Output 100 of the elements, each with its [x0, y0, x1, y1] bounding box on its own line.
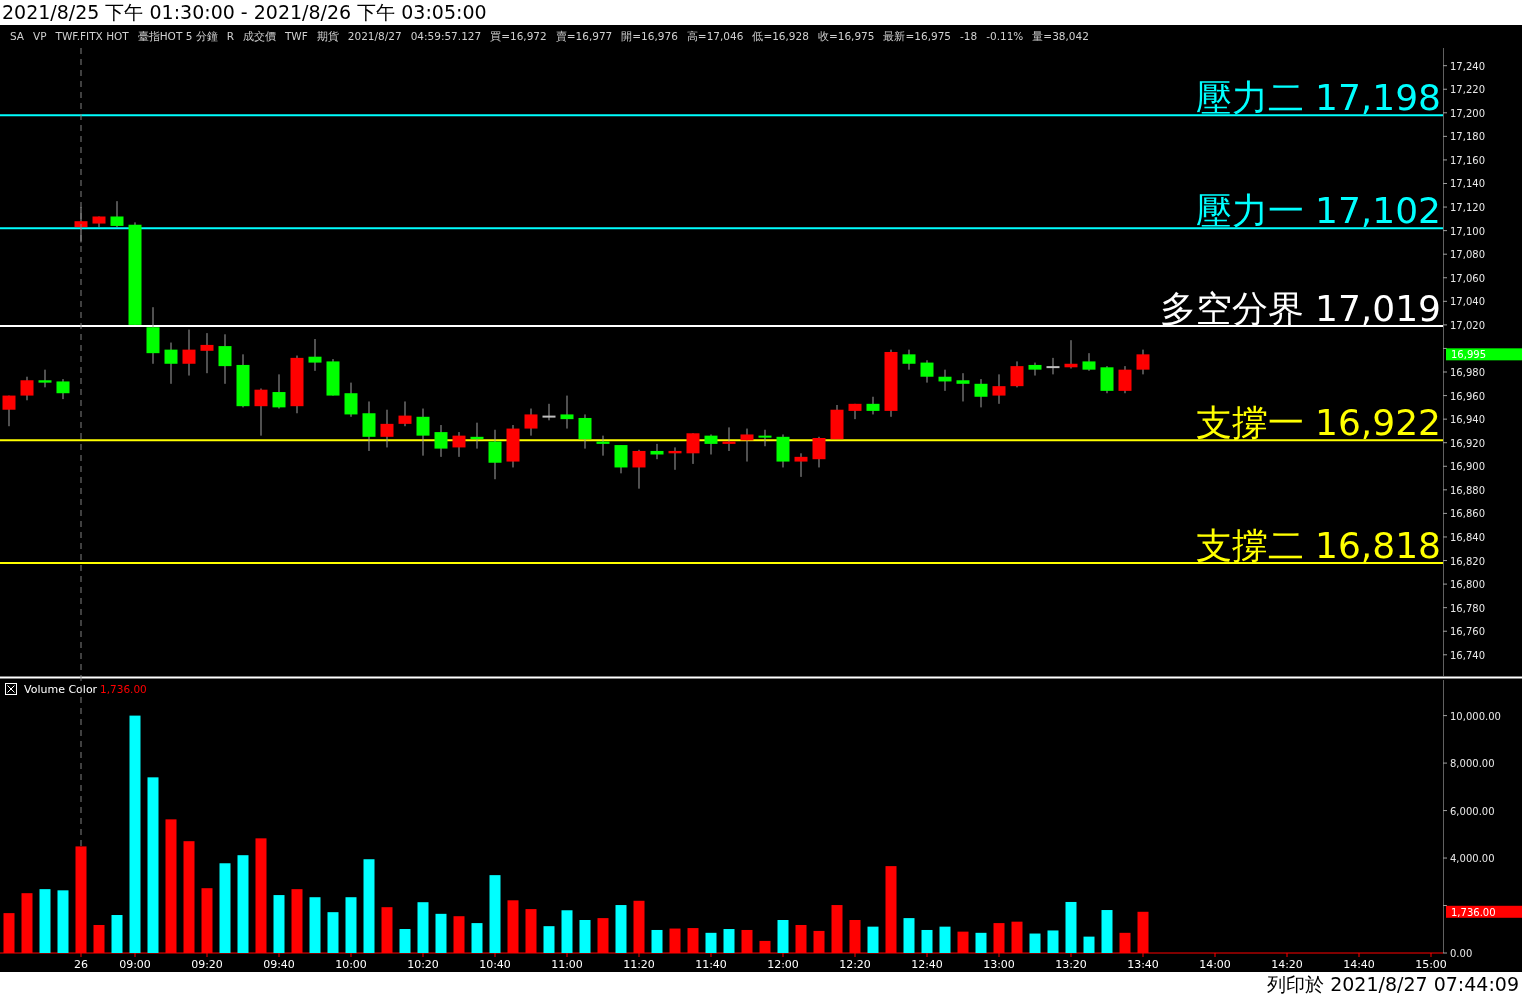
candlestick: [398, 400, 412, 427]
y-tick-label: 16,900: [1450, 461, 1485, 473]
bar: [309, 897, 321, 953]
candlestick: [344, 382, 358, 418]
bar: [129, 715, 141, 953]
x-tick-label: 13:00: [983, 958, 1015, 971]
x-tick-label: 09:40: [263, 958, 295, 971]
bar: [615, 905, 627, 953]
candlestick: [1100, 365, 1114, 394]
y-tick-label: 17,080: [1450, 249, 1485, 261]
candlestick: [578, 413, 592, 450]
y-tick-label: 16,860: [1450, 508, 1485, 520]
ref-line-label: 支撐一 16,922: [1195, 402, 1441, 444]
x-tick-label: 12:00: [767, 958, 799, 971]
bar: [345, 897, 357, 953]
text: 成交價: [242, 30, 276, 42]
candlestick: [1010, 360, 1024, 388]
text: 買=16,972: [490, 30, 547, 42]
text: 開=16,976: [621, 30, 679, 42]
y-tick-label: 17,160: [1450, 154, 1485, 166]
bar: [57, 890, 69, 953]
candlestick: [686, 432, 700, 465]
candlestick: [956, 372, 970, 402]
y-tick-label: 17,240: [1450, 60, 1485, 72]
candlestick: [614, 444, 628, 474]
candlestick: [110, 200, 124, 228]
candlestick: [740, 428, 754, 463]
bar: [399, 929, 411, 953]
bar: [1047, 930, 1059, 953]
candlestick: [1046, 357, 1060, 375]
x-tick-label: 11:40: [695, 958, 727, 971]
bar: [273, 895, 285, 953]
y-tick-label: 17,200: [1450, 107, 1485, 119]
candlestick: [200, 332, 214, 374]
y-tick-label: 17,060: [1450, 272, 1485, 284]
bar: [777, 920, 789, 953]
candlestick: [272, 373, 286, 410]
x-tick-label: 15:00: [1415, 958, 1447, 971]
text: 賣=16,977: [555, 30, 613, 42]
bar: [651, 929, 663, 953]
bar: [1029, 933, 1041, 953]
x-tick-label: 10:20: [407, 958, 439, 971]
y-tick-label: 17,100: [1450, 225, 1485, 237]
bar: [363, 859, 375, 953]
text: 列印於 2021/8/27 07:44:09: [1267, 973, 1519, 995]
x-tick-label: 09:20: [191, 958, 223, 971]
candlestick: [434, 424, 448, 458]
y-tick-label: 4,000.00: [1450, 853, 1495, 865]
candlestick: [308, 338, 322, 372]
y-tick-label: 0.00: [1450, 948, 1473, 959]
candlestick: [1028, 362, 1042, 377]
candlestick: [1118, 365, 1132, 394]
text: 1,736.00: [1451, 906, 1496, 918]
bar: [903, 918, 915, 953]
y-tick-label: 8,000.00: [1450, 758, 1495, 770]
candlestick: [812, 436, 826, 468]
candlestick: [254, 388, 268, 437]
candlestick: [488, 429, 502, 480]
y-tick-label: 16,780: [1450, 602, 1485, 614]
candlestick: [974, 378, 988, 408]
text: SA: [10, 30, 25, 42]
x-tick-label: 10:40: [479, 958, 511, 971]
x-tick-label: 14:40: [1343, 958, 1375, 971]
bar: [867, 926, 879, 953]
text: 期貨: [316, 30, 339, 42]
y-tick-label: 16,820: [1450, 555, 1485, 567]
y-tick-label: 16,940: [1450, 414, 1485, 426]
bar: [489, 875, 501, 953]
ref-line-label: 支撐二 16,818: [1195, 524, 1441, 566]
bar: [471, 923, 483, 953]
chart-title: Volume Color: [24, 683, 98, 696]
text: 臺指HOT 5 分鐘: [137, 30, 218, 42]
bar: [579, 920, 591, 953]
x-tick-label: 12:40: [911, 958, 943, 971]
bar: [327, 912, 339, 953]
candlestick: [164, 342, 178, 385]
y-tick-label: 16,840: [1450, 531, 1485, 543]
y-tick-label: 6,000.00: [1450, 805, 1495, 817]
y-tick-label: 17,120: [1450, 202, 1485, 214]
candlestick: [56, 378, 70, 400]
candlestick: [1082, 352, 1096, 372]
x-tick-label: 11:00: [551, 958, 583, 971]
bar: [1065, 901, 1077, 953]
candlestick: [20, 376, 34, 401]
y-tick-label: 16,960: [1450, 390, 1485, 402]
text: -18: [960, 30, 978, 42]
candlestick: [524, 408, 538, 437]
candlestick: [704, 433, 718, 455]
x-tick-label: 12:20: [839, 958, 871, 971]
candlestick: [542, 403, 556, 421]
x-tick-label: 13:40: [1127, 958, 1159, 971]
candlestick: [362, 400, 376, 452]
y-tick-label: 17,180: [1450, 131, 1485, 143]
candlestick: [2, 395, 16, 427]
annotation: 1,736.00: [100, 683, 147, 695]
bar: [939, 926, 951, 953]
x-tick-label: 10:00: [335, 958, 367, 971]
candlestick: [380, 409, 394, 448]
y-tick-label: 17,220: [1450, 84, 1485, 96]
text: TWF: [283, 30, 308, 42]
